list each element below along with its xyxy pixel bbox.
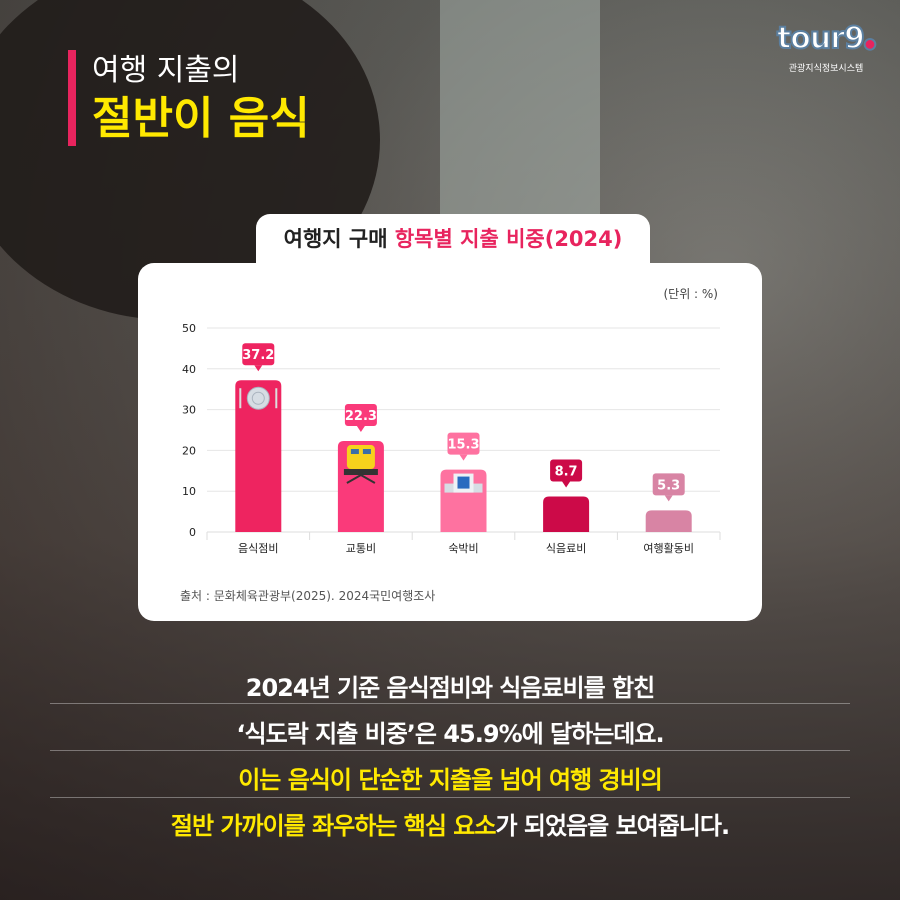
divider [50, 750, 850, 751]
y-tick-label: 50 [182, 322, 196, 335]
data-label: 37.2 [242, 348, 274, 363]
y-tick-label: 20 [182, 444, 196, 457]
bar [543, 496, 590, 532]
logo: tour9● 관광지식정보시스템 [776, 21, 877, 75]
divider [50, 797, 850, 798]
body-line4: 절반 가까이를 좌우하는 핵심 요소가 되었음을 보여줍니다. [0, 806, 900, 841]
data-label-pointer [254, 365, 263, 372]
y-tick-label: 10 [182, 485, 196, 498]
y-tick-label: 0 [189, 526, 196, 539]
data-label: 15.3 [447, 438, 479, 453]
chart-title: 여행지 구매 항목별 지출 비중(2024) [256, 214, 650, 264]
data-label: 22.3 [345, 409, 377, 424]
bar [235, 380, 282, 532]
data-label-pointer [664, 495, 673, 502]
logo-word: tour9 [776, 21, 866, 57]
body-line4-rest: 가 되었음을 보여줍니다. [495, 812, 730, 840]
train-icon [343, 445, 378, 484]
bar-chart: 0 10 20 30 40 50 37.2 음식점비 22.3 교통비 15.3 숙박비 8.7 식음료비… [182, 322, 721, 555]
data-label: 5.3 [657, 478, 680, 493]
x-tick-label: 여행활동비 [643, 541, 694, 555]
map-pin-icon: ● [863, 35, 877, 53]
headline: 여행 지출의 절반이 음식 [68, 50, 310, 146]
y-tick-label: 30 [182, 404, 196, 417]
x-tick-label: 식음료비 [546, 542, 586, 555]
x-tick-label: 교통비 [346, 542, 376, 555]
body-line4-highlight: 절반 가까이를 좌우하는 핵심 요소 [170, 812, 497, 840]
body-line1: 2024년 기준 음식점비와 식음료비를 합친 [245, 674, 655, 702]
data-label-pointer [459, 454, 468, 461]
chart-card: (단위 : %) 0 10 20 30 40 50 37.2 음식점비 22.3 교통비 15.3 숙… [138, 263, 762, 621]
data-label: 8.7 [555, 465, 578, 480]
unit-label: (단위 : %) [663, 287, 718, 301]
logo-subtitle: 관광지식정보시스템 [788, 64, 864, 74]
headline-line1: 여행 지출의 [92, 53, 240, 88]
bar [645, 510, 692, 532]
headline-line2: 절반이 음식 [92, 93, 310, 144]
x-tick-label: 숙박비 [448, 542, 478, 555]
plate-cutlery-icon [239, 386, 278, 410]
source-note: 출처 : 문화체육관광부(2025). 2024국민여행조사 [180, 589, 436, 603]
data-label-bubble [344, 404, 377, 427]
data-label-pointer [562, 481, 571, 488]
body-line2: ‘식도락 지출 비중’은 45.9%에 달하는데요. [236, 720, 664, 748]
body-line3: 이는 음식이 단순한 지출을 넘어 여행 경비의 [238, 766, 663, 794]
chart-title-accent: 항목별 지출 비중(2024) [394, 227, 623, 251]
data-label-bubble [242, 343, 275, 366]
data-label-pointer [356, 426, 365, 433]
hotel-icon [444, 473, 483, 493]
y-tick-label: 40 [182, 363, 196, 376]
data-label-bubble [447, 432, 480, 455]
chart-title-prefix: 여행지 구매 [283, 227, 395, 251]
data-label-bubble [652, 473, 685, 496]
divider [50, 703, 850, 704]
x-tick-label: 음식점비 [238, 542, 278, 555]
data-label-bubble [550, 459, 583, 482]
background-window [440, 0, 600, 220]
